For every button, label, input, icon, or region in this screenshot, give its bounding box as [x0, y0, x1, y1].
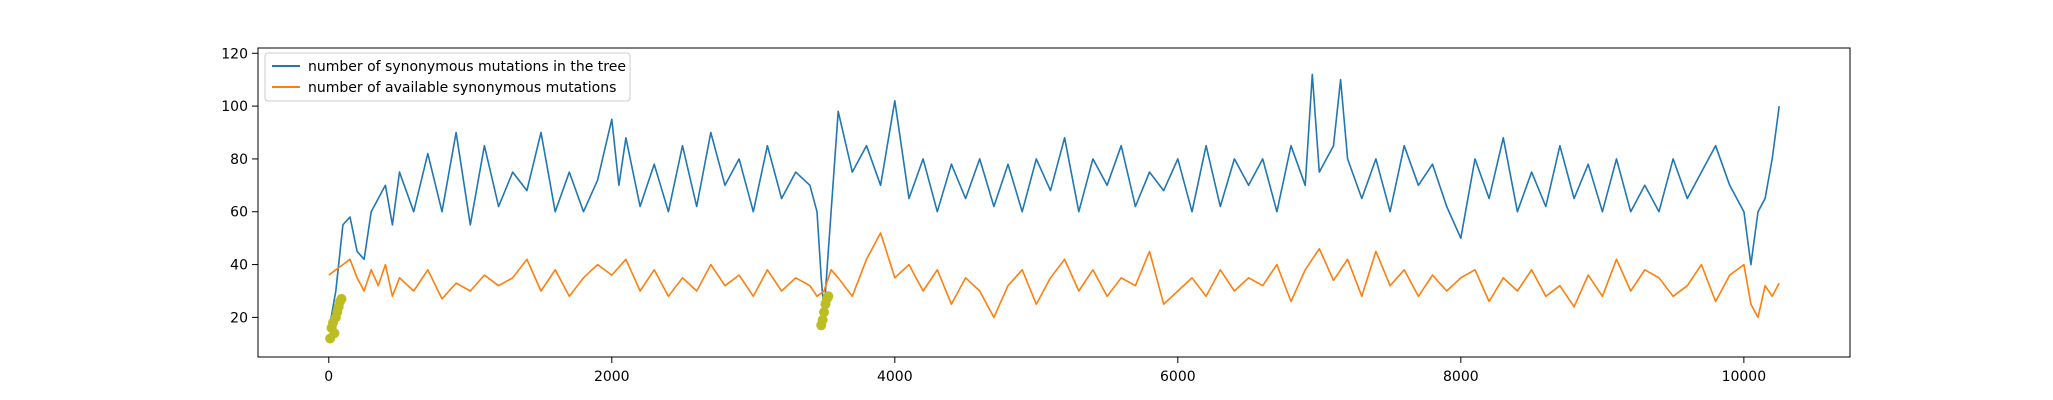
- series-line-1: [328, 232, 1780, 319]
- y-tick-label: 40: [230, 258, 248, 274]
- x-tick-label: 2000: [594, 369, 630, 385]
- y-tick-label: 20: [230, 310, 248, 326]
- series-layer: [328, 73, 1780, 331]
- y-axis: 20 40 60 80 100 120: [221, 46, 258, 326]
- scatter-marker: [336, 293, 347, 304]
- scatter-marker: [329, 328, 340, 339]
- x-tick-label: 4000: [877, 369, 913, 385]
- x-tick-label: 10000: [1722, 369, 1767, 385]
- y-tick-label: 60: [230, 205, 248, 221]
- legend-label-series-1: number of available synonymous mutations: [308, 80, 616, 96]
- x-tick-label: 8000: [1443, 369, 1479, 385]
- scatter-marker: [819, 307, 830, 318]
- x-tick-label: 6000: [1160, 369, 1196, 385]
- scatter-marker: [817, 315, 828, 326]
- x-axis: 0 2000 4000 6000 8000 10000: [324, 357, 1766, 385]
- series-line-0: [328, 73, 1780, 331]
- y-tick-label: 120: [221, 46, 248, 62]
- x-tick-label: 0: [324, 369, 333, 385]
- legend-label-series-0: number of synonymous mutations in the tr…: [308, 59, 626, 75]
- y-tick-label: 100: [221, 99, 248, 115]
- marker-layer: [325, 291, 834, 344]
- scatter-marker: [823, 291, 834, 302]
- legend-box: [264, 52, 631, 102]
- y-tick-label: 80: [230, 152, 248, 168]
- legend: number of synonymous mutations in the tr…: [264, 52, 631, 102]
